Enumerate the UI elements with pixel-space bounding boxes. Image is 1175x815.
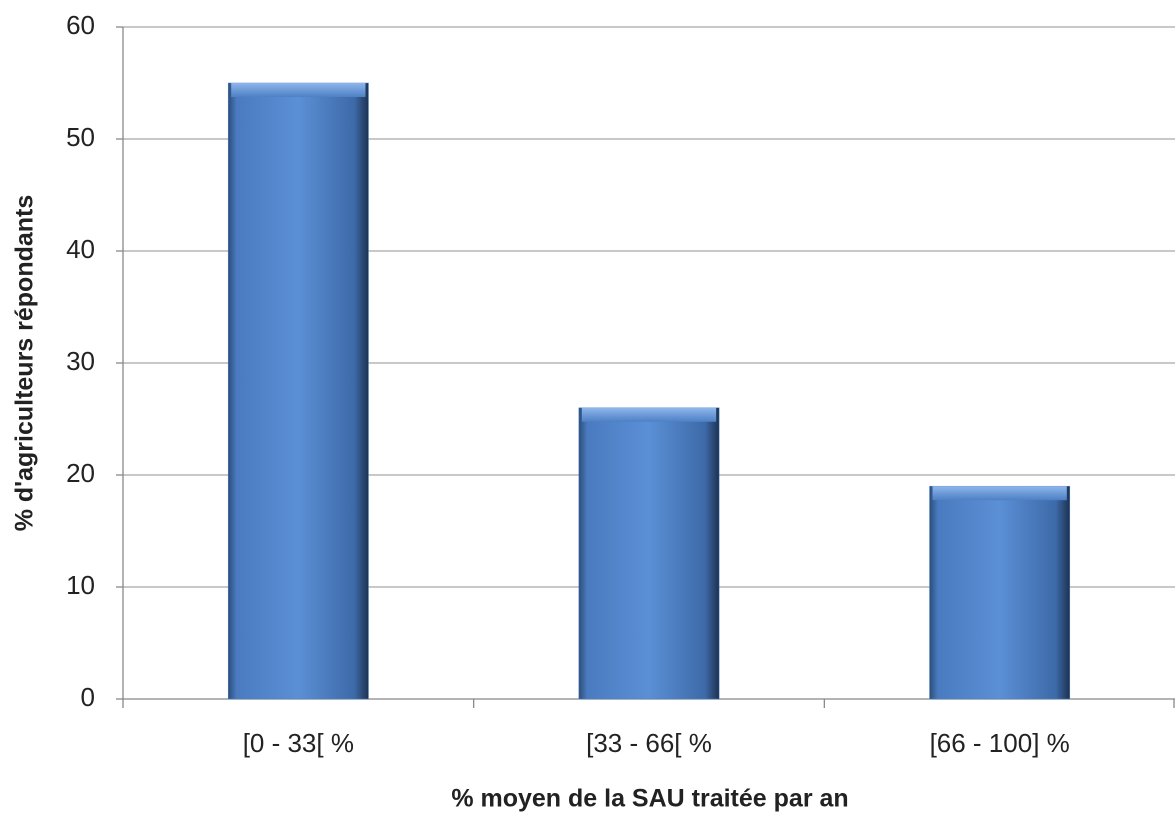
x-axis-title: % moyen de la SAU traitée par an: [451, 785, 848, 813]
y-axis-title: % d'agriculteurs répondants: [11, 195, 39, 532]
y-tick-label: 10: [66, 570, 95, 600]
y-tick-label: 40: [66, 234, 95, 264]
y-tick-label: 20: [66, 458, 95, 488]
y-tick-label: 60: [66, 10, 95, 40]
x-tick-label: [0 - 33[ %: [243, 728, 354, 758]
y-tick-label: 50: [66, 122, 95, 152]
x-tick-label: [33 - 66[ %: [586, 728, 712, 758]
bar: [929, 485, 1071, 700]
y-tick-label: 0: [81, 682, 95, 712]
bar: [227, 82, 369, 700]
y-tick-label: 30: [66, 346, 95, 376]
bar: [578, 407, 720, 700]
x-tick-label: [66 - 100] %: [930, 728, 1070, 758]
